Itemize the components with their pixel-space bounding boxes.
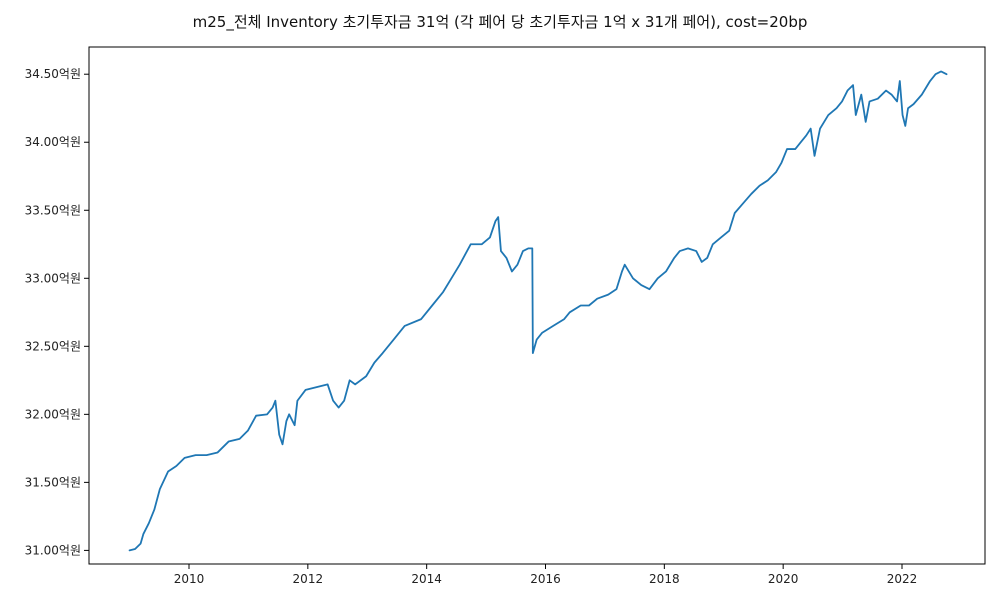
y-axis: 31.00억원 31.50억원 32.00억원 32.50억원 33.00억원 33.50… [25, 67, 89, 557]
series-layer [128, 70, 948, 552]
x-tick-label: 2018 [649, 572, 680, 586]
y-tick-label: 32.00억원 [25, 407, 81, 421]
y-tick-label: 32.50억원 [25, 339, 81, 353]
x-axis: 2010 2012 2014 2016 2018 2020 2022 [174, 564, 918, 586]
y-tick-label: 31.00억원 [25, 543, 81, 557]
x-tick-label: 2014 [411, 572, 442, 586]
y-tick-label: 34.00억원 [25, 135, 81, 149]
chart-title: m25_전체 Inventory 초기투자금 31억 (각 페어 당 초기투자금… [193, 13, 808, 32]
plot-area [88, 46, 986, 565]
y-tick-label: 33.00억원 [25, 271, 81, 285]
x-tick-label: 2010 [174, 572, 205, 586]
x-tick-label: 2022 [887, 572, 918, 586]
y-tick-label: 33.50억원 [25, 203, 81, 217]
x-tick-label: 2016 [530, 572, 561, 586]
series-line [128, 70, 948, 552]
x-tick-label: 2012 [293, 572, 324, 586]
y-tick-label: 31.50억원 [25, 475, 81, 489]
y-tick-label: 34.50억원 [25, 67, 81, 81]
x-tick-label: 2020 [768, 572, 799, 586]
plot-frame [88, 46, 986, 565]
